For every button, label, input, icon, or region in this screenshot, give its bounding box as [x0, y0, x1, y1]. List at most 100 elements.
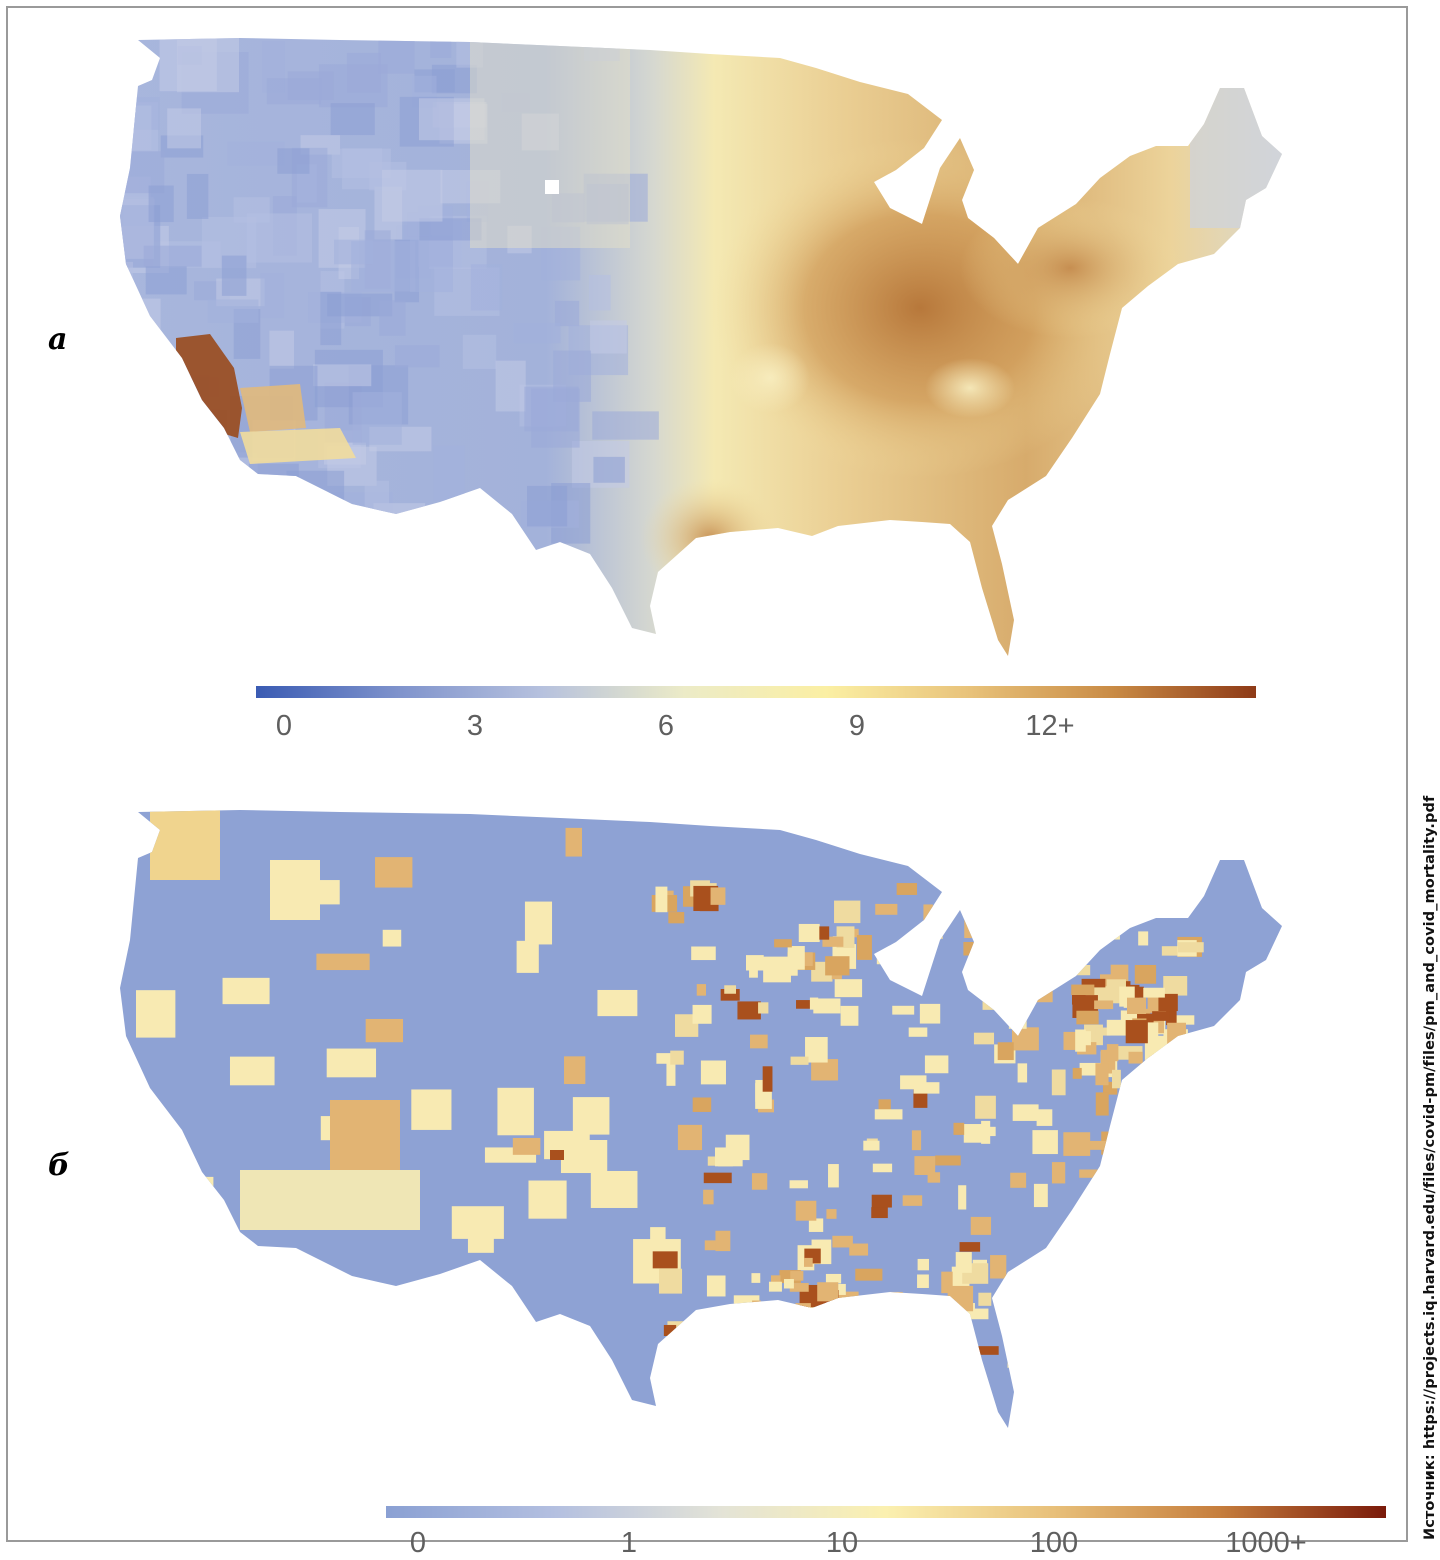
county-cell — [1033, 1183, 1048, 1208]
region-cell — [148, 185, 174, 223]
county-cell — [1111, 1314, 1121, 1332]
county-cell — [229, 1056, 275, 1086]
county-cell — [1081, 978, 1106, 988]
county-cell — [1152, 1011, 1170, 1021]
county-cell — [855, 1268, 883, 1281]
county-cell — [674, 1014, 699, 1037]
county-cell — [1032, 926, 1055, 935]
source-note: Источник: https://projects.iq.harvard.ed… — [1422, 795, 1438, 1540]
county-cell — [1143, 1306, 1160, 1327]
county-cell — [209, 1234, 231, 1251]
county-cell — [560, 1140, 608, 1174]
county-cell — [846, 1333, 864, 1355]
region-cell — [248, 463, 299, 500]
county-cell — [1071, 984, 1095, 996]
county-cell — [1051, 1069, 1066, 1096]
region-cell — [228, 487, 250, 522]
county-cell — [745, 955, 764, 971]
county-cell — [758, 1002, 769, 1014]
county-cell — [1165, 1357, 1193, 1367]
county-cell — [990, 1255, 1007, 1279]
county-cell — [1143, 987, 1165, 998]
county-cell — [802, 1336, 824, 1354]
tick-label: 0 — [275, 710, 293, 742]
county-cell — [828, 1164, 839, 1188]
county-cell — [804, 1257, 813, 1267]
county-cell — [751, 1321, 764, 1333]
region-cell — [1190, 68, 1282, 228]
county-cell — [874, 1109, 903, 1120]
county-cell — [814, 1339, 842, 1353]
county-cell — [923, 904, 933, 922]
county-cell — [1102, 913, 1120, 940]
county-cell — [1104, 1326, 1115, 1339]
region-cell — [394, 345, 440, 368]
county-cell — [1059, 1234, 1082, 1248]
region-cell — [120, 145, 124, 179]
county-cell — [789, 1283, 809, 1292]
county-cell — [1016, 903, 1040, 928]
region-cell — [120, 298, 161, 348]
county-cell — [763, 956, 791, 983]
map-covid-deaths — [120, 810, 1282, 1428]
region-cell — [593, 456, 625, 483]
county-cell — [1083, 1241, 1098, 1256]
county-cell — [825, 1273, 842, 1284]
county-cell — [1094, 1000, 1114, 1010]
panel-label-b: б — [48, 1148, 70, 1183]
county-cell — [811, 1330, 829, 1349]
county-cell — [1051, 1279, 1077, 1293]
county-cell — [1116, 1104, 1131, 1117]
county-cell — [1166, 1006, 1177, 1026]
county-cell — [670, 1050, 684, 1065]
county-cell — [222, 977, 270, 1005]
county-cell — [656, 1053, 683, 1064]
county-cell — [291, 1266, 325, 1305]
county-cell — [700, 1060, 726, 1085]
county-cell — [795, 1303, 811, 1323]
county-cell — [981, 1120, 991, 1144]
county-cell — [668, 912, 685, 924]
county-cell — [813, 998, 841, 1014]
region-cell — [240, 428, 356, 464]
county-cell — [1008, 1018, 1027, 1029]
region-cell — [269, 330, 295, 369]
county-cell — [917, 1258, 929, 1271]
county-cell — [808, 1218, 824, 1232]
region-cell — [186, 173, 209, 219]
county-cell — [856, 935, 872, 960]
county-cell — [967, 1308, 989, 1320]
county-cell — [1128, 1051, 1143, 1064]
county-cell — [590, 1170, 638, 1208]
county-cell — [924, 1055, 949, 1074]
county-cell — [825, 956, 850, 976]
county-cell — [822, 936, 844, 947]
county-cell — [451, 1206, 504, 1239]
county-cell — [911, 1130, 922, 1151]
tick-label: 6 — [657, 710, 675, 742]
region-cell — [462, 334, 497, 369]
county-cell — [173, 1176, 214, 1222]
county-cell — [955, 1252, 972, 1273]
county-cell — [724, 985, 736, 994]
region-cell — [588, 274, 611, 311]
county-cell — [1022, 1310, 1049, 1334]
county-cell — [896, 883, 918, 895]
figure-frame — [6, 6, 1408, 1542]
map-pm25 — [120, 38, 1282, 656]
region-cell — [312, 364, 372, 387]
county-cell — [1080, 1235, 1089, 1260]
region-cell — [409, 235, 453, 293]
county-cell — [863, 1140, 880, 1151]
county-cell — [1167, 1022, 1186, 1046]
county-cell — [720, 989, 740, 1001]
county-cell — [411, 1089, 452, 1130]
county-cell — [1106, 1019, 1130, 1036]
county-cell — [755, 1333, 777, 1352]
county-cell — [750, 1323, 761, 1338]
county-cell — [747, 1309, 763, 1324]
county-cell — [774, 939, 792, 948]
county-cell — [597, 989, 638, 1017]
county-cell — [771, 1275, 781, 1287]
county-cell — [1148, 1053, 1175, 1070]
